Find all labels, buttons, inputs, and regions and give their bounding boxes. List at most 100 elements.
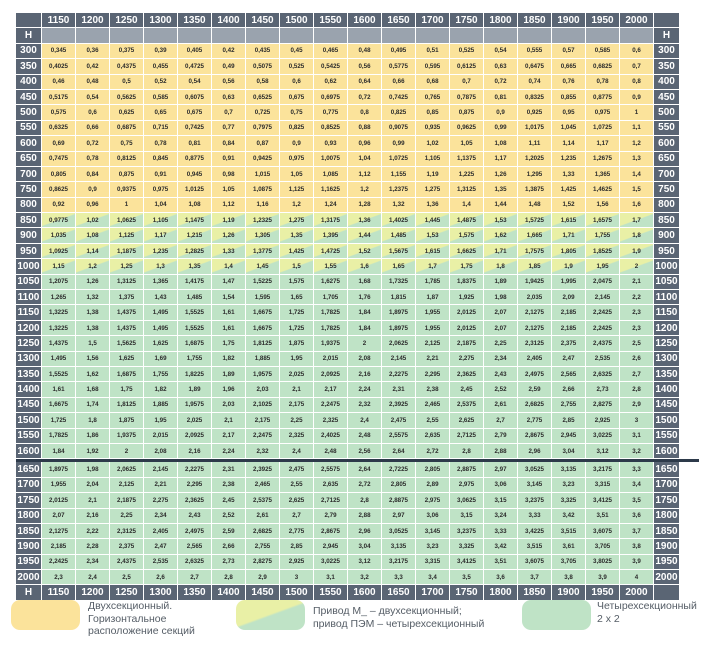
table-cell: 3,61 bbox=[552, 539, 586, 554]
table-cell: 2,565 bbox=[552, 367, 586, 382]
table-cell: 1,4725 bbox=[314, 244, 348, 259]
table-cell: 1,295 bbox=[518, 167, 552, 182]
table-row: 350 0,4025 0,42 0,4375 0,455 0,4725 0,49 0,5075… bbox=[16, 59, 699, 74]
table-cell: 1,495 bbox=[42, 352, 76, 367]
table-cell: 0,6975 bbox=[314, 90, 348, 105]
table-cell: 2,7225 bbox=[382, 462, 416, 477]
row-header: 1100 bbox=[16, 290, 42, 305]
table-cell: 1,19 bbox=[212, 213, 246, 228]
table-cell: 2,2425 bbox=[42, 555, 76, 570]
table-cell: 0,78 bbox=[586, 75, 620, 90]
table-cell: 2,61 bbox=[246, 509, 280, 524]
table-cell: 0,465 bbox=[314, 44, 348, 59]
row-header: 1050 bbox=[16, 275, 42, 290]
table-cell: 1,96 bbox=[212, 382, 246, 397]
table-cell: 0,435 bbox=[246, 44, 280, 59]
table-cell: 3,04 bbox=[552, 444, 586, 459]
table-cell: 1,0925 bbox=[42, 244, 76, 259]
table-cell: 2,4 bbox=[348, 413, 382, 428]
legend-text-mixed: Привод М_ – двухсекционный; привод ПЭМ –… bbox=[313, 605, 484, 630]
table-cell: 0,54 bbox=[178, 75, 212, 90]
table-row: 400 0,46 0,48 0,5 0,52 0,54 0,56 0,58 0,6 0,62 0,6… bbox=[16, 75, 699, 90]
table-cell: 1,4375 bbox=[110, 305, 144, 320]
table-cell: 1,755 bbox=[144, 367, 178, 382]
table-cell: 3,1 bbox=[314, 570, 348, 585]
table-cell: 2,52 bbox=[484, 382, 518, 397]
table-cell: 0,5075 bbox=[246, 59, 280, 74]
table-cell: 2,375 bbox=[552, 336, 586, 351]
table-cell: 2,73 bbox=[212, 555, 246, 570]
table-cell: 2,8 bbox=[450, 444, 484, 459]
table-cell: 2,8675 bbox=[518, 429, 552, 444]
subheader-cell bbox=[382, 28, 416, 43]
table-cell: 2,975 bbox=[416, 493, 450, 508]
table-cell: 0,6 bbox=[76, 105, 110, 120]
column-header: 1300 bbox=[144, 13, 178, 28]
table-cell: 1,9375 bbox=[110, 429, 144, 444]
table-cell: 2,2425 bbox=[586, 321, 620, 336]
row-header: 500 bbox=[654, 105, 680, 120]
table-cell: 2,635 bbox=[416, 429, 450, 444]
table-cell: 2,28 bbox=[76, 539, 110, 554]
table-cell: 0,9625 bbox=[450, 121, 484, 136]
table-cell: 1 bbox=[620, 105, 654, 120]
table-cell: 2,6825 bbox=[246, 524, 280, 539]
table-cell: 1,4875 bbox=[450, 213, 484, 228]
table-cell: 1,615 bbox=[416, 244, 450, 259]
table-cell: 2,9 bbox=[620, 398, 654, 413]
table-cell: 1,84 bbox=[42, 444, 76, 459]
table-cell: 1,12 bbox=[348, 167, 382, 182]
table-cell: 0,72 bbox=[484, 75, 518, 90]
table-cell: 1,56 bbox=[586, 198, 620, 213]
table-cell: 1,6 bbox=[620, 198, 654, 213]
table-cell: 2,4375 bbox=[586, 336, 620, 351]
table-cell: 0,6 bbox=[620, 44, 654, 59]
table-cell: 2,88 bbox=[348, 509, 382, 524]
table-cell: 1,84 bbox=[348, 321, 382, 336]
table-cell: 3,9 bbox=[620, 555, 654, 570]
row-header: 1600 bbox=[654, 444, 680, 459]
table-cell: 0,85 bbox=[416, 105, 450, 120]
table-cell: 3,5 bbox=[450, 570, 484, 585]
table-cell: 0,42 bbox=[76, 59, 110, 74]
table-cell: 1,69 bbox=[144, 352, 178, 367]
row-header: 1600 bbox=[16, 444, 42, 459]
table-cell: 0,8775 bbox=[178, 152, 212, 167]
table-cell: 0,945 bbox=[178, 167, 212, 182]
table-cell: 3,12 bbox=[348, 555, 382, 570]
row-header: 1700 bbox=[654, 478, 680, 493]
table-cell: 2,45 bbox=[212, 493, 246, 508]
row-header: 1350 bbox=[16, 367, 42, 382]
table-cell: 2,4 bbox=[280, 444, 314, 459]
table-cell: 0,95 bbox=[552, 105, 586, 120]
table-cell: 3,2375 bbox=[450, 524, 484, 539]
table-cell: 2 bbox=[620, 259, 654, 274]
table-cell: 3,51 bbox=[484, 555, 518, 570]
table-cell: 1,8 bbox=[484, 259, 518, 274]
table-cell: 2,7125 bbox=[314, 493, 348, 508]
table-cell: 1,275 bbox=[280, 213, 314, 228]
table-cell: 2,375 bbox=[110, 539, 144, 554]
table-cell: 1,3125 bbox=[450, 182, 484, 197]
table-cell: 2,275 bbox=[144, 493, 178, 508]
table-cell: 0,7975 bbox=[246, 121, 280, 136]
table-cell: 1,995 bbox=[552, 275, 586, 290]
table-cell: 0,715 bbox=[144, 121, 178, 136]
table-cell: 1,0175 bbox=[518, 121, 552, 136]
subheader-cell bbox=[110, 28, 144, 43]
table-cell: 3,33 bbox=[484, 524, 518, 539]
table-cell: 1,2 bbox=[348, 182, 382, 197]
table-cell: 2,295 bbox=[416, 367, 450, 382]
table-cell: 2,755 bbox=[552, 398, 586, 413]
table-cell: 2,5575 bbox=[314, 462, 348, 477]
column-header: 1850 bbox=[518, 13, 552, 28]
table-cell: 2,4375 bbox=[110, 555, 144, 570]
table-cell: 0,75 bbox=[110, 136, 144, 151]
table-cell: 1,3225 bbox=[42, 321, 76, 336]
table-cell: 3,8025 bbox=[586, 555, 620, 570]
table-cell: 1,575 bbox=[450, 228, 484, 243]
table-cell: 1,5525 bbox=[178, 321, 212, 336]
row-header: 1950 bbox=[16, 555, 42, 570]
row-header: 1150 bbox=[16, 305, 42, 320]
row-header: 1450 bbox=[654, 398, 680, 413]
